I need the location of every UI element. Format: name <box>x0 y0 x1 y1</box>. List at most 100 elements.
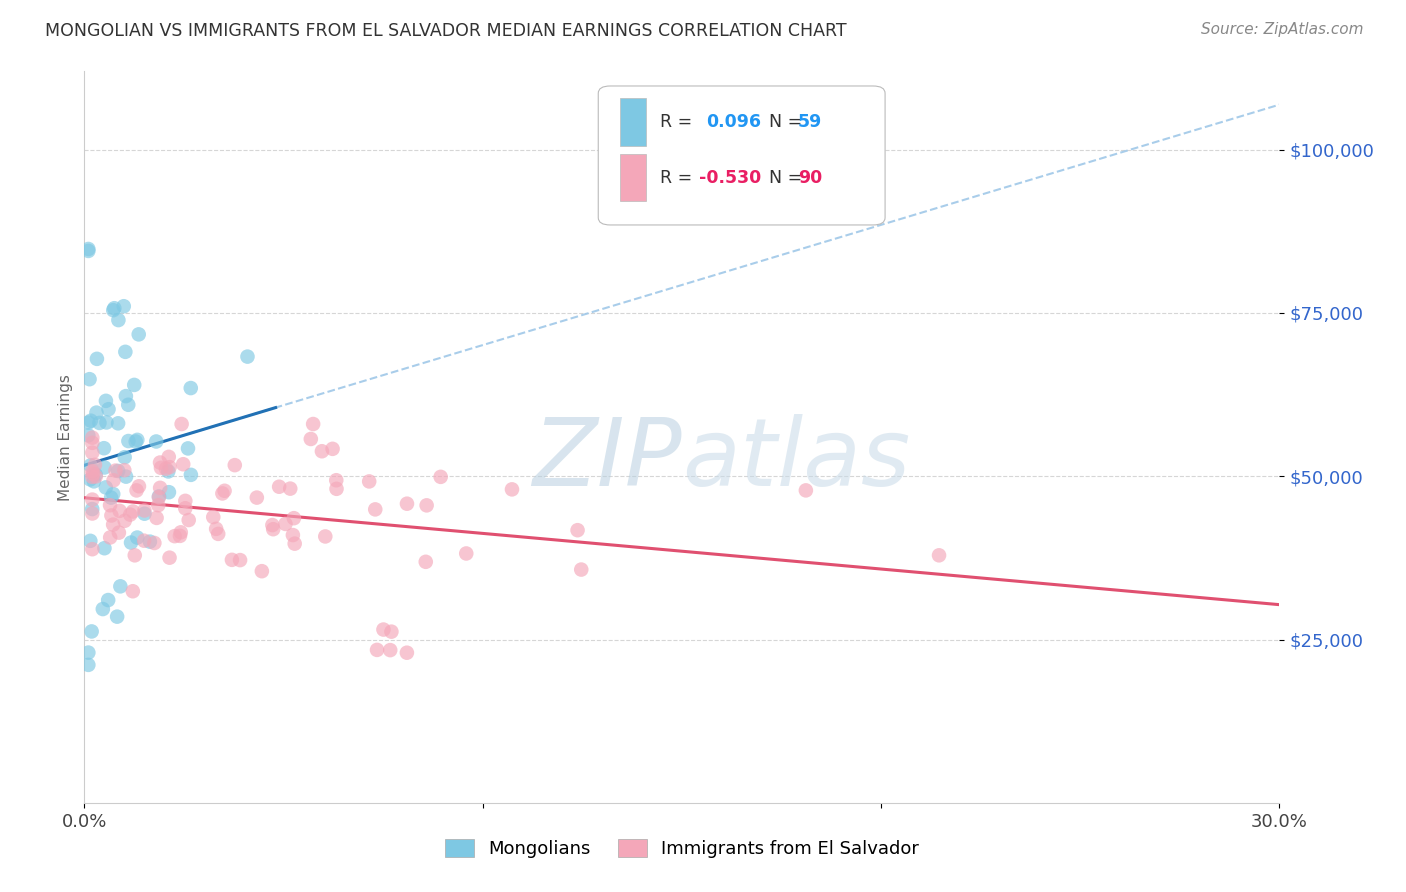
Point <box>159 460 181 475</box>
Point <box>96 416 118 430</box>
Point <box>122 504 145 518</box>
Point <box>127 433 149 447</box>
Point <box>794 483 817 498</box>
Point <box>157 465 180 479</box>
Point <box>278 482 301 496</box>
Point <box>115 469 138 483</box>
Point <box>103 487 125 501</box>
Point <box>114 344 136 359</box>
Point <box>311 444 333 458</box>
Point <box>180 381 202 395</box>
Point <box>207 527 229 541</box>
Point <box>246 491 269 505</box>
Point <box>98 531 121 545</box>
Bar <box>620 154 647 202</box>
Point <box>114 514 136 528</box>
Point <box>93 460 115 475</box>
Point <box>82 464 104 478</box>
Point <box>364 502 387 516</box>
Point <box>415 499 437 513</box>
Point <box>155 461 177 475</box>
Point <box>174 501 197 516</box>
Point <box>103 303 125 318</box>
Point <box>82 542 104 557</box>
Text: 0.096: 0.096 <box>706 112 761 131</box>
Point <box>94 480 117 494</box>
Point <box>456 546 478 560</box>
Point <box>121 584 143 599</box>
Point <box>77 242 100 256</box>
Point <box>157 450 180 464</box>
Point <box>148 498 170 512</box>
FancyBboxPatch shape <box>599 86 886 225</box>
Point <box>145 434 167 449</box>
Point <box>325 473 347 487</box>
Point <box>107 313 129 327</box>
Point <box>395 497 418 511</box>
Point <box>117 434 139 448</box>
Point <box>174 493 197 508</box>
Point <box>112 299 135 313</box>
Text: MONGOLIAN VS IMMIGRANTS FROM EL SALVADOR MEDIAN EARNINGS CORRELATION CHART: MONGOLIAN VS IMMIGRANTS FROM EL SALVADOR… <box>45 22 846 40</box>
Point <box>177 513 200 527</box>
Point <box>170 525 193 540</box>
Point <box>125 483 148 498</box>
Point <box>86 406 108 420</box>
Point <box>82 470 104 484</box>
Point <box>82 467 104 481</box>
Point <box>325 482 347 496</box>
Point <box>172 457 194 471</box>
Text: ZIP: ZIP <box>533 414 682 505</box>
Point <box>82 431 104 445</box>
Point <box>115 389 138 403</box>
Point <box>395 646 418 660</box>
Point <box>262 522 284 536</box>
Point <box>112 463 135 477</box>
Point <box>373 623 395 637</box>
Point <box>359 475 381 489</box>
Point <box>149 481 172 495</box>
Point <box>202 510 225 524</box>
Point <box>105 609 128 624</box>
Point <box>224 458 246 472</box>
Text: atlas: atlas <box>682 414 910 505</box>
Point <box>380 643 402 657</box>
Text: R =: R = <box>661 112 703 131</box>
Text: -0.530: -0.530 <box>699 169 761 186</box>
Point <box>84 467 107 482</box>
Point <box>82 492 104 507</box>
Point <box>274 516 297 531</box>
Point <box>250 564 273 578</box>
Point <box>117 398 139 412</box>
Point <box>159 550 181 565</box>
Point <box>928 549 950 563</box>
Point <box>89 416 111 430</box>
Point <box>281 528 304 542</box>
Point <box>127 531 149 545</box>
Point <box>177 442 200 456</box>
Text: 90: 90 <box>797 169 823 186</box>
Point <box>314 529 336 543</box>
Point <box>100 508 122 523</box>
Point <box>169 529 191 543</box>
Point <box>366 643 388 657</box>
Point <box>284 536 307 550</box>
Point <box>122 378 145 392</box>
Point <box>80 414 103 428</box>
Point <box>77 646 100 660</box>
Point <box>139 534 162 549</box>
Point <box>110 579 132 593</box>
Point <box>114 450 136 465</box>
Point <box>103 301 125 316</box>
Point <box>93 441 115 455</box>
Point <box>79 372 101 386</box>
Point <box>501 483 523 497</box>
Point <box>93 541 115 556</box>
Point <box>429 470 451 484</box>
Point <box>108 525 131 540</box>
Point <box>236 350 259 364</box>
Point <box>214 483 236 498</box>
Legend: Mongolians, Immigrants from El Salvador: Mongolians, Immigrants from El Salvador <box>436 830 928 867</box>
Point <box>103 473 125 487</box>
Point <box>124 549 146 563</box>
